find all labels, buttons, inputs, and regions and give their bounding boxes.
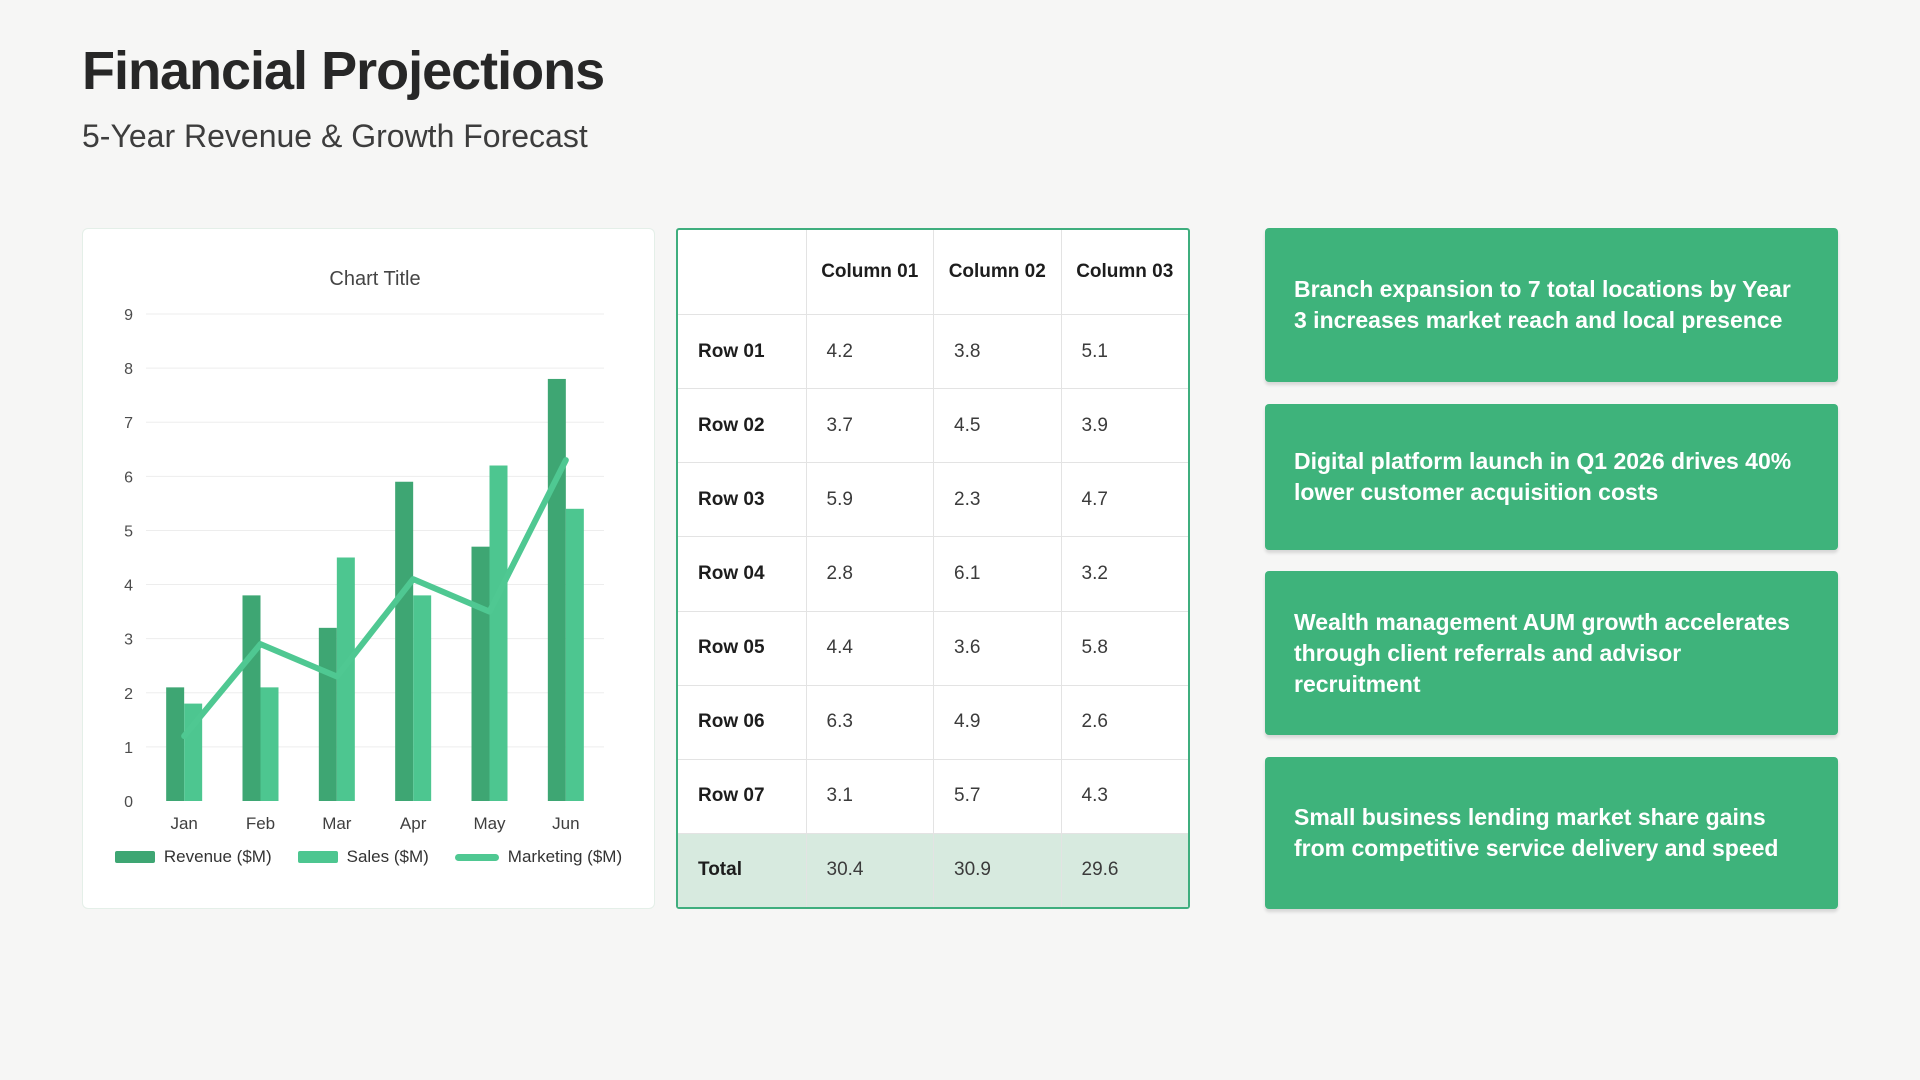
page-header: Financial Projections 5-Year Revenue & G… — [82, 40, 605, 155]
page-title: Financial Projections — [82, 41, 605, 101]
table-cell: 6.3 — [805, 685, 934, 759]
bar-revenue-jan — [166, 687, 185, 801]
y-tick-label: 9 — [124, 307, 133, 324]
bar-revenue-may — [471, 546, 490, 801]
table-cell: 2.6 — [1060, 685, 1189, 759]
total-cell: 30.9 — [933, 833, 1061, 907]
y-tick-label: 4 — [124, 578, 133, 595]
table-cell: 4.9 — [933, 685, 1061, 759]
bar-revenue-feb — [242, 595, 261, 801]
y-tick-label: 8 — [124, 361, 133, 378]
table-cell: 5.8 — [1060, 611, 1189, 685]
x-tick-label: Mar — [322, 814, 352, 833]
row-header: Row 05 — [698, 637, 765, 659]
table-cell: 4.7 — [1060, 463, 1189, 537]
y-tick-label: 5 — [124, 523, 133, 540]
table-cell: 3.7 — [805, 389, 934, 463]
y-tick-label: 1 — [124, 740, 133, 757]
legend-item-marketing: Marketing ($M) — [454, 847, 623, 867]
row-header: Row 04 — [698, 562, 765, 584]
column-header: Column 01 — [805, 230, 934, 314]
page-subtitle: 5-Year Revenue & Growth Forecast — [82, 118, 588, 154]
x-tick-label: Feb — [246, 814, 275, 833]
column-header: Column 02 — [933, 230, 1061, 314]
x-tick-label: Jan — [170, 814, 197, 833]
row-header: Row 03 — [698, 488, 765, 510]
table-cell: 3.1 — [805, 759, 934, 833]
data-table: Column 01 Column 02 Column 03 Row 01 4.2 3.8 5… — [676, 228, 1190, 909]
table-cell: 3.6 — [933, 611, 1061, 685]
chart-card: Chart Title 0 1 2 3 4 5 6 7 8 9 Jan Feb Mar Apr May Jun … — [82, 228, 655, 909]
table-cell: 2.3 — [933, 463, 1061, 537]
chart-legend: Revenue ($M) Sales ($M) Marketing ($M) — [83, 847, 654, 867]
table-cell: 3.2 — [1060, 537, 1189, 611]
legend-item-revenue: Revenue ($M) — [114, 847, 272, 867]
bar-sales-mar — [336, 557, 355, 801]
bar-revenue-apr — [395, 481, 414, 801]
table-cell: 2.8 — [805, 537, 934, 611]
row-header: Row 01 — [698, 340, 765, 362]
table-row: Row 01 4.2 3.8 5.1 — [678, 315, 1189, 390]
insight-card-text: Wealth management AUM growth accelerates… — [1294, 608, 1790, 697]
table-cell: 4.4 — [805, 611, 934, 685]
y-tick-label: 2 — [124, 686, 133, 703]
bar-sales-feb — [260, 687, 279, 801]
column-header: Column 03 — [1060, 230, 1189, 314]
table-cell: 4.5 — [933, 389, 1061, 463]
x-tick-label: May — [473, 814, 506, 833]
y-tick-label: 0 — [124, 794, 133, 811]
legend-label: Revenue ($M) — [163, 847, 272, 866]
bar-revenue-mar — [318, 627, 337, 801]
row-header: Row 02 — [698, 414, 765, 436]
row-header: Row 07 — [698, 785, 765, 807]
insight-card-text: Digital platform launch in Q1 2026 drive… — [1294, 447, 1792, 505]
table-row: Row 06 6.3 4.9 2.6 — [678, 685, 1189, 760]
total-row-header: Total — [698, 859, 742, 881]
bar-sales-may — [489, 465, 508, 801]
y-tick-label: 3 — [124, 632, 133, 649]
y-tick-label: 7 — [124, 415, 133, 432]
legend-swatch-line — [454, 853, 499, 861]
combo-chart: Chart Title 0 1 2 3 4 5 6 7 8 9 Jan Feb Mar Apr May Jun — [124, 268, 604, 833]
total-cell: 30.4 — [805, 833, 934, 907]
insight-card: Small business lending market share gain… — [1265, 756, 1838, 909]
table-cell: 4.3 — [1060, 759, 1189, 833]
insight-card-text: Small business lending market share gain… — [1294, 803, 1779, 861]
row-header: Row 06 — [698, 711, 765, 733]
bar-sales-jun — [565, 508, 584, 801]
table-row: Row 04 2.8 6.1 3.2 — [678, 537, 1189, 612]
insight-card: Branch expansion to 7 total locations by… — [1265, 228, 1838, 382]
legend-label: Marketing ($M) — [507, 847, 623, 866]
table-cell: 5.1 — [1060, 315, 1189, 389]
table-row: Row 07 3.1 5.7 4.3 — [678, 759, 1189, 834]
insight-card: Wealth management AUM growth accelerates… — [1265, 571, 1838, 736]
y-tick-label: 6 — [124, 469, 133, 486]
table-cell: 5.7 — [933, 759, 1061, 833]
legend-item-sales: Sales ($M) — [297, 847, 429, 867]
x-tick-label: Jun — [552, 814, 579, 833]
table-cell: 4.2 — [805, 315, 934, 389]
bar-sales-apr — [413, 595, 432, 801]
bar-revenue-jun — [547, 378, 566, 801]
table-total-row: Total 30.4 30.9 29.6 — [678, 833, 1189, 907]
marketing-line — [181, 457, 569, 740]
total-cell: 29.6 — [1060, 833, 1189, 907]
insight-cards: Branch expansion to 7 total locations by… — [1265, 228, 1838, 909]
table-cell: 3.9 — [1060, 389, 1189, 463]
table-row: Row 03 5.9 2.3 4.7 — [678, 463, 1189, 538]
table-cell: 6.1 — [933, 537, 1061, 611]
legend-swatch-bar — [114, 851, 155, 863]
table-row: Row 02 3.7 4.5 3.9 — [678, 389, 1189, 464]
table-cell: 3.8 — [933, 315, 1061, 389]
table-row: Column 01 Column 02 Column 03 — [678, 230, 1188, 315]
x-tick-label: Apr — [400, 814, 427, 833]
legend-swatch-bar — [297, 851, 338, 863]
chart-title: Chart Title — [329, 268, 420, 290]
insight-card-text: Branch expansion to 7 total locations by… — [1294, 276, 1791, 333]
legend-label: Sales ($M) — [346, 847, 429, 866]
corner-cell — [678, 230, 806, 314]
insight-card: Digital platform launch in Q1 2026 drive… — [1265, 403, 1838, 550]
table-cell: 5.9 — [805, 463, 934, 537]
table-row: Row 05 4.4 3.6 5.8 — [678, 611, 1189, 686]
